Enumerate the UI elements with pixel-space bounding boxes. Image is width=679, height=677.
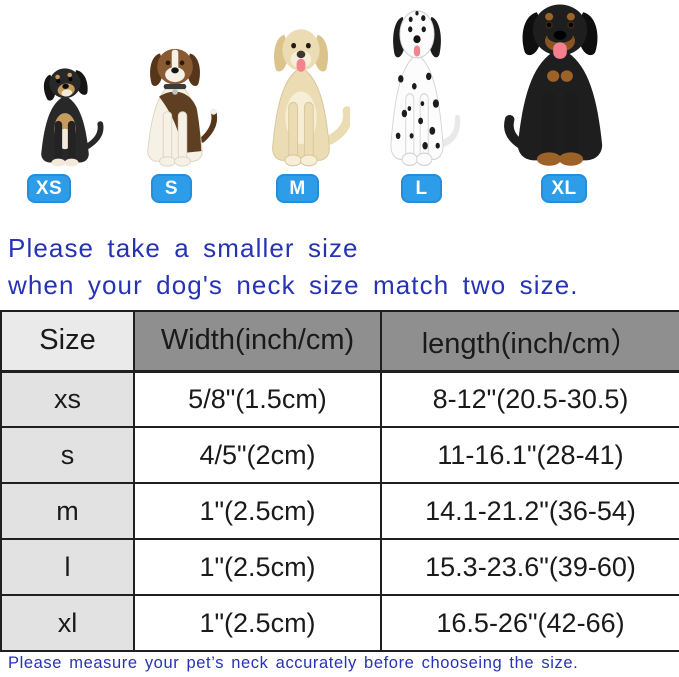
table-row-xl: xl 1"(2.5cm) 16.5-26"(42-66) [0,594,679,652]
golden-retriever-icon [272,29,350,167]
row-label-m: m [0,482,135,540]
size-badge-xs: XS [27,174,71,203]
sizing-advice-line1: Please take a smaller size [8,233,359,263]
length-value-l: 15.3-23.6"(39-60) [380,538,679,596]
row-label-xl: xl [0,594,135,652]
width-value-xl: 1"(2.5cm) [133,594,382,652]
measure-reminder-note: Please measure your pet’s neck accuratel… [8,654,579,672]
dalmatian-icon [390,10,461,167]
row-label-xs: xs [0,370,135,428]
length-value-xs: 8-12"(20.5-30.5) [380,370,679,428]
size-table-header-size: Size [0,310,135,372]
size-badge-l: L [401,174,442,203]
size-badge-m: M [276,174,319,203]
size-table-header-width: Width(inch/cm) [133,310,382,372]
sizing-advice-line2: when your dog's neck size match two size… [8,270,579,300]
length-value-m: 14.1-21.2"(36-54) [380,482,679,540]
size-table-header-length: length(inch/cm） [380,310,679,372]
size-table: Size Width(inch/cm) length(inch/cm） xs 5… [0,310,679,652]
table-row-m: m 1"(2.5cm) 14.1-21.2"(36-54) [0,482,679,540]
length-value-s: 11-16.1"(28-41) [380,426,679,484]
width-value-m: 1"(2.5cm) [133,482,382,540]
row-label-l: l [0,538,135,596]
width-value-l: 1"(2.5cm) [133,538,382,596]
rottweiler-icon [504,4,603,166]
puppy-xs-icon [41,68,104,167]
beagle-icon [147,48,218,167]
table-row-l: l 1"(2.5cm) 15.3-23.6"(39-60) [0,538,679,596]
width-value-s: 4/5"(2cm) [133,426,382,484]
row-label-s: s [0,426,135,484]
dog-size-lineup: XS S M L XL [0,0,679,210]
sizing-advice-note: Please take a smaller size when your dog… [8,230,579,304]
width-value-xs: 5/8"(1.5cm) [133,370,382,428]
size-table-header-row: Size Width(inch/cm) length(inch/cm） [0,310,679,372]
size-badge-s: S [151,174,192,203]
table-row-xs: xs 5/8"(1.5cm) 8-12"(20.5-30.5) [0,370,679,428]
size-badge-xl: XL [541,174,587,203]
table-row-s: s 4/5"(2cm) 11-16.1"(28-41) [0,426,679,484]
length-value-xl: 16.5-26"(42-66) [380,594,679,652]
